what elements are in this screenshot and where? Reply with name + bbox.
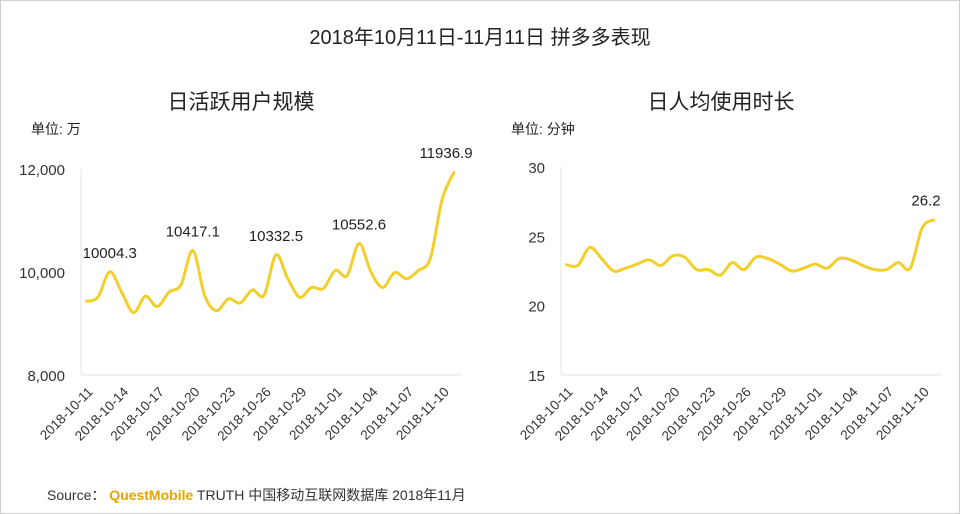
data-point <box>873 268 876 271</box>
main-title: 2018年10月11日-11月11日 拼多多表现 <box>309 27 651 49</box>
y-tick-label: 15 <box>528 368 545 385</box>
left-chart-title: 日活跃用户规模 <box>167 91 315 114</box>
data-point <box>334 269 337 272</box>
data-point <box>825 267 829 270</box>
right-chart-title: 日人均使用时长 <box>647 91 795 114</box>
data-point <box>897 261 900 264</box>
data-point <box>132 311 135 314</box>
data-point <box>719 273 722 277</box>
data-point <box>766 257 770 260</box>
data-point <box>191 249 195 252</box>
data-label: 26.2 <box>911 193 940 210</box>
source-prefix: Source： <box>47 487 106 503</box>
data-label: 10004.3 <box>83 245 137 262</box>
data-point <box>909 267 912 270</box>
data-point <box>322 287 325 290</box>
data-point <box>802 267 805 270</box>
source-brand-logo: QuestMobile <box>109 487 194 503</box>
data-point <box>96 296 100 299</box>
data-point <box>671 254 675 257</box>
data-point <box>600 257 603 260</box>
data-point <box>357 242 361 245</box>
data-point <box>588 246 591 249</box>
data-point <box>156 305 159 308</box>
source-note: Source： QuestMobile TRUTH 中国移动互联网数据库 201… <box>47 485 466 505</box>
data-label: 10332.5 <box>249 228 303 245</box>
data-point <box>837 257 841 260</box>
data-point <box>215 309 218 312</box>
data-point <box>861 264 864 267</box>
data-label: 10552.6 <box>332 217 386 234</box>
y-tick-label: 12,000 <box>19 162 65 179</box>
left-unit-label: 单位: 万 <box>31 121 81 137</box>
data-point <box>778 262 781 266</box>
y-tick-label: 8,000 <box>27 368 65 385</box>
data-point <box>683 255 686 259</box>
data-point <box>920 226 924 230</box>
data-point <box>742 268 746 271</box>
data-point <box>707 268 710 271</box>
y-tick-label: 25 <box>528 229 545 246</box>
data-point <box>417 269 420 272</box>
data-point <box>754 255 758 259</box>
data-point <box>612 269 615 273</box>
data-label: 11936.9 <box>419 145 472 162</box>
data-point <box>167 290 171 294</box>
data-point <box>659 264 663 267</box>
data-point <box>84 300 88 303</box>
data-point <box>624 267 627 270</box>
data-point <box>108 270 111 273</box>
data-point <box>227 297 230 300</box>
data-point <box>647 258 651 262</box>
data-point <box>790 269 793 273</box>
series-line <box>565 218 935 277</box>
data-point <box>203 294 206 297</box>
data-point <box>179 283 183 287</box>
data-point <box>730 261 734 264</box>
y-tick-label: 20 <box>528 299 545 316</box>
data-point <box>452 171 456 174</box>
data-point <box>286 277 290 280</box>
data-point <box>345 274 349 277</box>
data-point <box>695 268 698 271</box>
data-point <box>393 271 396 274</box>
data-point <box>381 286 384 289</box>
data-point <box>120 290 123 294</box>
data-point <box>932 218 936 221</box>
data-point <box>440 198 444 201</box>
source-text: TRUTH 中国移动互联网数据库 2018年11月 <box>196 487 466 503</box>
data-point <box>144 295 147 298</box>
data-point <box>564 263 568 266</box>
data-point <box>429 257 432 260</box>
data-point <box>310 286 313 289</box>
data-point <box>239 301 242 305</box>
right-unit-label: 单位: 分钟 <box>511 121 575 137</box>
y-tick-label: 30 <box>528 160 545 177</box>
data-point <box>262 293 266 297</box>
data-point <box>576 264 580 267</box>
data-label: 10417.1 <box>166 224 220 241</box>
data-point <box>814 262 817 266</box>
data-point <box>274 253 278 257</box>
data-point <box>849 258 853 262</box>
data-point <box>405 277 408 280</box>
data-point <box>369 270 373 274</box>
data-point <box>298 296 301 299</box>
data-point <box>636 262 639 266</box>
data-point <box>250 288 254 292</box>
y-tick-label: 10,000 <box>19 265 65 282</box>
data-point <box>885 268 888 271</box>
